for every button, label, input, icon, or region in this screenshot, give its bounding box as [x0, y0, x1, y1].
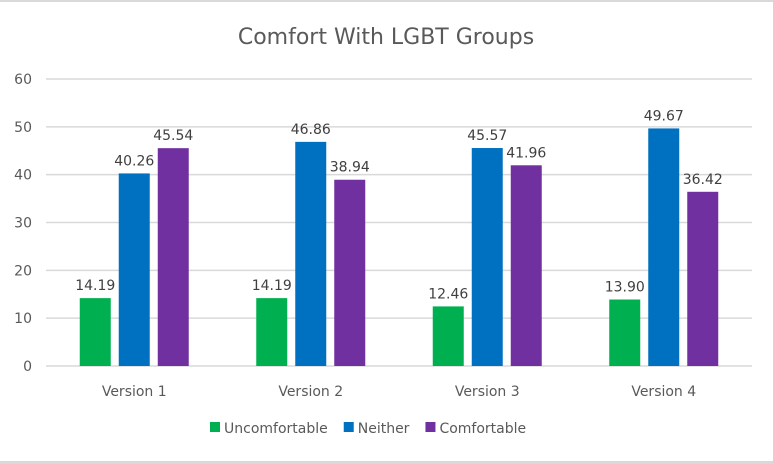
x-tick-label: Version 3	[455, 384, 520, 400]
bar-uncomfortable-4	[609, 299, 641, 366]
y-tick-label: 30	[14, 216, 32, 232]
bar-comfortable-1	[157, 148, 189, 366]
legend-swatch	[210, 422, 220, 432]
y-tick-label: 50	[14, 120, 32, 136]
legend-label: Comfortable	[439, 421, 526, 437]
y-tick-label: 0	[23, 359, 32, 375]
x-tick-label: Version 1	[102, 384, 167, 400]
data-label: 45.57	[467, 128, 507, 144]
legend-item-neither: Neither	[343, 421, 410, 437]
y-tick-label: 40	[14, 168, 32, 184]
data-label: 46.86	[291, 122, 331, 138]
bar-neither-4	[648, 128, 680, 366]
bar-uncomfortable-3	[432, 306, 464, 366]
bar-neither-1	[118, 173, 150, 366]
bar-comfortable-3	[510, 165, 542, 366]
data-label: 14.19	[252, 278, 292, 294]
x-tick-label: Version 2	[278, 384, 343, 400]
bar-uncomfortable-1	[79, 298, 111, 366]
bars	[79, 128, 719, 366]
legend: Uncomfortable Neither Comfortable	[210, 421, 526, 437]
y-axis-ticks: 0 10 20 30 40 50 60	[14, 72, 32, 375]
bottom-border	[0, 461, 773, 464]
bar-comfortable-2	[334, 179, 366, 366]
data-labels: 14.19 40.26 45.54 14.19 46.86 38.94 12.46 45.57…	[75, 108, 723, 302]
data-label: 36.42	[683, 172, 723, 188]
legend-item-comfortable: Comfortable	[425, 421, 526, 437]
legend-label: Uncomfortable	[224, 421, 328, 437]
x-tick-label: Version 4	[631, 384, 696, 400]
data-label: 49.67	[644, 108, 684, 124]
data-label: 12.46	[428, 286, 468, 302]
y-tick-label: 60	[14, 72, 32, 88]
y-tick-label: 10	[14, 311, 32, 327]
legend-swatch	[343, 422, 354, 432]
bar-neither-2	[295, 141, 327, 366]
bar-comfortable-4	[687, 191, 719, 366]
y-tick-label: 20	[14, 263, 32, 279]
data-label: 40.26	[114, 153, 154, 169]
chart-title: Comfort With LGBT Groups	[238, 25, 534, 50]
bar-uncomfortable-2	[256, 298, 288, 366]
data-label: 45.54	[153, 128, 193, 144]
data-label: 13.90	[605, 280, 645, 296]
legend-swatch	[425, 422, 436, 432]
top-border	[0, 0, 773, 2]
legend-label: Neither	[358, 421, 410, 437]
legend-item-uncomfortable: Uncomfortable	[210, 421, 328, 437]
data-label: 14.19	[75, 278, 115, 294]
bar-neither-3	[471, 148, 503, 366]
data-label: 41.96	[506, 145, 546, 161]
data-label: 38.94	[330, 160, 370, 176]
x-axis-ticks: Version 1 Version 2 Version 3 Version 4	[102, 384, 696, 400]
